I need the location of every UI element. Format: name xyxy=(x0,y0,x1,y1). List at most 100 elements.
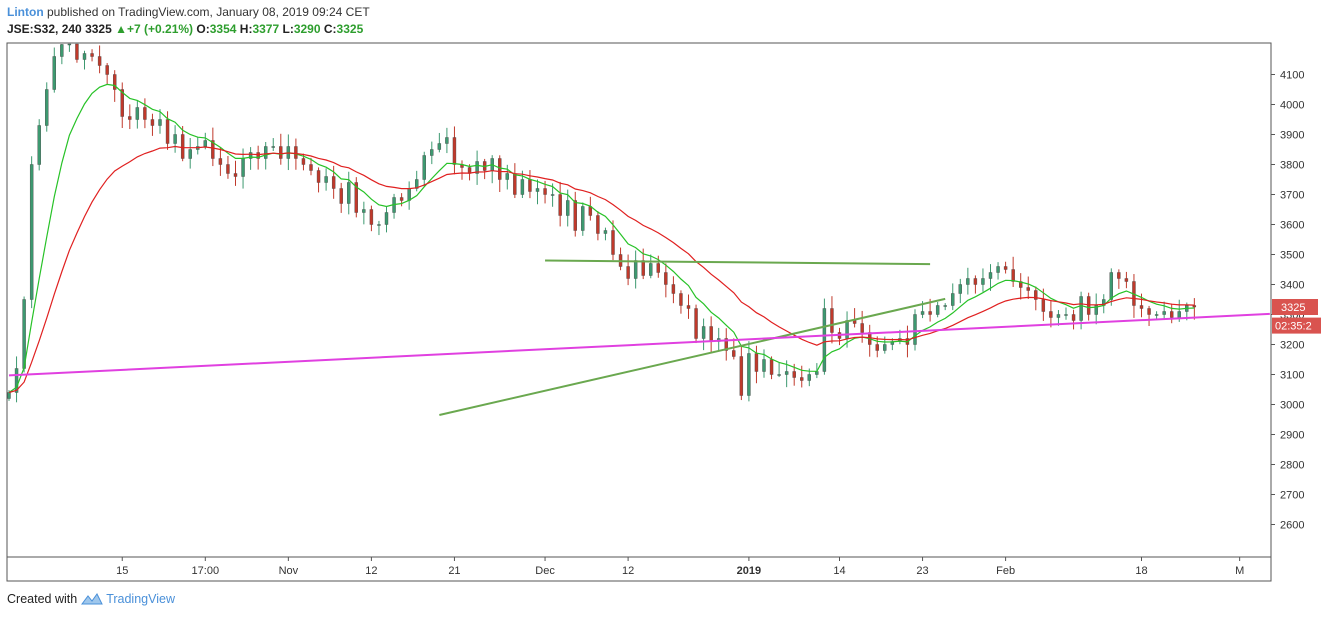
candle-body xyxy=(588,206,593,216)
candle-body xyxy=(7,392,11,399)
change-value: +7 (+0.21%) xyxy=(127,22,194,36)
candle-body xyxy=(1056,314,1061,318)
candle-body xyxy=(935,305,940,315)
last-price: 3325 xyxy=(85,22,112,36)
candle-body xyxy=(1086,296,1091,315)
candle-body xyxy=(105,65,109,75)
candle-body xyxy=(37,125,41,165)
y-tick-label: 2700 xyxy=(1280,490,1304,502)
candle-body xyxy=(747,353,751,396)
candle-body xyxy=(679,293,683,306)
current-price-label: 3325 xyxy=(1281,302,1305,314)
candle-body xyxy=(452,137,457,165)
x-tick-label: 23 xyxy=(916,565,928,577)
candle-body xyxy=(973,278,978,285)
candle-body xyxy=(505,173,509,180)
y-tick-label: 3200 xyxy=(1280,340,1304,352)
current-price-badge xyxy=(1272,299,1318,315)
candle-body xyxy=(800,377,804,381)
candle-body xyxy=(596,215,600,234)
candle-body xyxy=(709,326,713,342)
ema-slow-line xyxy=(8,145,1195,394)
footer: Created with TradingView xyxy=(7,592,175,606)
candle-body xyxy=(1139,305,1144,309)
candle-body xyxy=(581,206,585,231)
candle-body xyxy=(377,224,381,226)
candle-body xyxy=(1109,272,1114,300)
candle-body xyxy=(29,164,34,300)
candle-body xyxy=(241,158,245,177)
candle-body xyxy=(920,311,925,315)
candle-body xyxy=(1177,311,1181,318)
candle-body xyxy=(45,89,49,126)
x-tick-label: 2019 xyxy=(737,565,761,577)
trendline-long-support[interactable] xyxy=(8,312,1270,377)
candle-body xyxy=(686,305,691,309)
candle-body xyxy=(347,182,351,204)
candle-body xyxy=(248,152,253,159)
author-name[interactable]: Linton xyxy=(7,5,44,19)
candle-body xyxy=(211,140,215,159)
candle-body xyxy=(60,44,64,57)
candle-body xyxy=(324,176,328,183)
low-label: L: xyxy=(282,22,294,36)
candle-body xyxy=(1147,308,1151,315)
trendlines-layer[interactable] xyxy=(8,259,1270,416)
candle-body xyxy=(807,374,811,381)
candle-body xyxy=(362,209,366,213)
candle-body xyxy=(611,230,615,255)
candle-body xyxy=(724,338,728,351)
candle-body xyxy=(264,146,268,159)
candle-body xyxy=(943,305,947,307)
candle-body xyxy=(82,53,87,60)
candle-body xyxy=(1026,287,1030,291)
price-axis[interactable]: 2600270028002900300031003200330034003500… xyxy=(1271,70,1304,532)
candle-body xyxy=(996,266,1000,273)
candle-body xyxy=(535,188,540,192)
candle-body xyxy=(981,278,985,285)
candle-body xyxy=(67,43,72,46)
x-tick-label: 12 xyxy=(365,565,377,577)
trendline-rising-support[interactable] xyxy=(439,297,946,416)
candle-body xyxy=(762,359,766,372)
x-tick-label: M xyxy=(1235,565,1244,577)
y-tick-label: 4100 xyxy=(1280,70,1304,82)
candle-body xyxy=(97,56,102,66)
candle-body xyxy=(573,200,577,231)
candle-body xyxy=(422,155,426,180)
candle-body xyxy=(1162,311,1166,315)
candle-body xyxy=(128,116,132,120)
created-with-text: Created with xyxy=(7,592,78,606)
candle-body xyxy=(90,53,94,57)
candle-body xyxy=(566,200,570,216)
candle-body xyxy=(883,344,887,351)
y-tick-label: 2900 xyxy=(1280,430,1304,442)
candle-body xyxy=(558,194,562,216)
high-label: H: xyxy=(239,22,253,36)
time-axis[interactable]: 15 17:00 Nov 12 21 Dec 12 2019 14 23 Feb 18 M xyxy=(116,557,1244,577)
x-tick-label: 15 xyxy=(116,565,128,577)
x-tick-label: Nov xyxy=(279,565,299,577)
candle-body xyxy=(498,158,502,180)
candle-body xyxy=(226,164,230,174)
candle-body xyxy=(188,149,192,159)
y-tick-label: 3900 xyxy=(1280,130,1304,142)
candle-body xyxy=(218,158,223,165)
trendline-resistance[interactable] xyxy=(545,259,931,266)
legend-ohlc: JSE:S32, 240 3325 ▲+7 (+0.21%) O:3354 H:… xyxy=(7,22,363,36)
candle-body xyxy=(52,56,56,90)
candle-body xyxy=(1117,272,1121,279)
candle-body xyxy=(143,107,147,120)
candle-body xyxy=(951,293,955,306)
candle-body xyxy=(203,140,208,147)
candle-body xyxy=(633,260,638,279)
y-tick-label: 2600 xyxy=(1280,520,1304,532)
publish-info: Linton published on TradingView.com, Jan… xyxy=(7,5,370,19)
candle-body xyxy=(354,182,358,213)
tradingview-link[interactable]: TradingView xyxy=(106,592,175,606)
x-tick-label: 18 xyxy=(1135,565,1147,577)
candle-body xyxy=(626,266,630,279)
candle-body xyxy=(1192,305,1197,308)
